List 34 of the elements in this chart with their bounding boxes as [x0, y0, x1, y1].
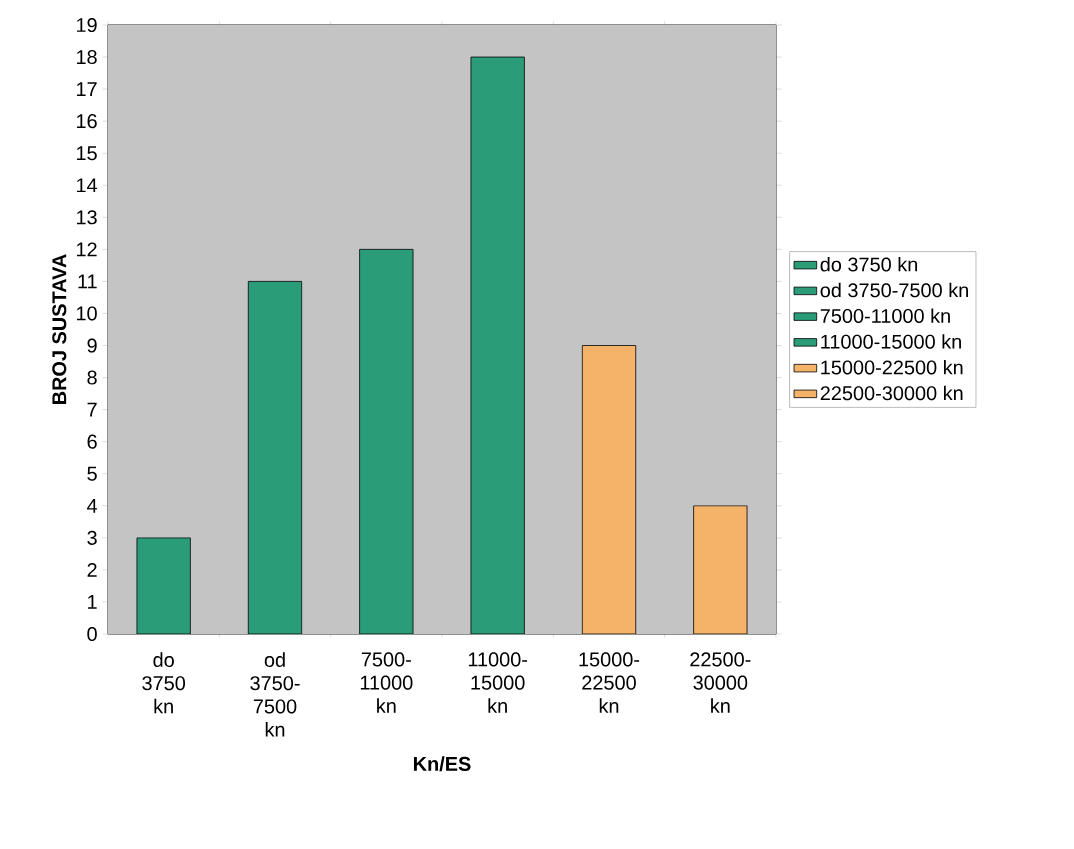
y-tick-label: 6 — [87, 434, 97, 449]
y-tick-label: 2 — [87, 562, 97, 577]
x-axis-title: Kn/ES — [413, 756, 471, 772]
legend-label: do 3750 kn — [820, 256, 918, 272]
legend-label: 22500-30000 kn — [820, 385, 963, 401]
y-tick-label: 19 — [77, 17, 97, 33]
y-tick-label: 16 — [77, 114, 97, 129]
y-tick-label: 14 — [77, 178, 98, 193]
x-tick-label: 15000-22500 kn — [579, 652, 640, 713]
y-tick-label: 8 — [87, 370, 97, 385]
x-tick-label: 22500-30000 kn — [690, 652, 751, 713]
legend-label: 11000-15000 kn — [821, 334, 961, 349]
x-tick-label: 7500-11000 kn — [360, 652, 413, 713]
y-axis-title: BROJ SUSTAVA — [52, 254, 67, 404]
y-tick-label: 3 — [87, 530, 97, 545]
y-tick-label: 1 — [88, 595, 97, 609]
y-tick-label: 15 — [77, 146, 97, 161]
y-tick-label: 10 — [77, 306, 97, 321]
y-tick-label: 7 — [87, 402, 97, 417]
y-tick-label: 18 — [77, 49, 97, 65]
x-tick-label: do 3750 kn — [142, 652, 186, 714]
y-tick-label: 17 — [77, 82, 97, 96]
y-tick-label: 9 — [87, 338, 97, 353]
y-tick-label: 11 — [78, 274, 97, 289]
y-tick-label: 12 — [77, 242, 97, 257]
x-tick-label: 11000-15000 kn — [468, 652, 528, 713]
y-tick-label: 13 — [77, 210, 97, 225]
y-tick-label: 0 — [87, 626, 97, 642]
legend-label: od 3750-7500 kn — [820, 282, 968, 298]
legend-label: 7500-11000 kn — [820, 308, 950, 324]
y-tick-label: 5 — [87, 466, 97, 481]
legend-label: 15000-22500 kn — [821, 359, 963, 375]
y-tick-label: 4 — [87, 498, 98, 513]
x-tick-label: od 3750-7500 kn — [250, 652, 300, 737]
